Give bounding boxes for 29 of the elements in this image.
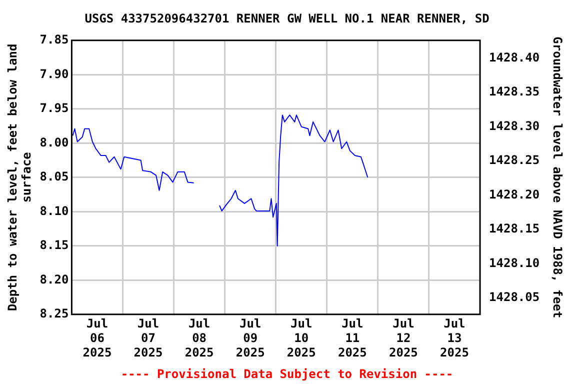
y2-axis-title: Groundwater level above NAVD 1988, feet — [550, 36, 565, 318]
y-tick-label: 8.00 — [40, 135, 69, 150]
x-tick-label: Jul 10 2025 — [286, 316, 316, 360]
y-tick-label: 7.90 — [40, 66, 69, 81]
x-tick-label: Jul 07 2025 — [134, 316, 163, 360]
y-tick-label: 8.15 — [40, 238, 69, 252]
y-tick-label: 8.20 — [40, 272, 69, 286]
y2-tick-label: 1428.40 — [489, 50, 540, 64]
x-tick-label: Jul 11 2025 — [338, 316, 367, 360]
x-tick-label: Jul 13 2025 — [440, 316, 469, 360]
chart-title: USGS 433752096432701 RENNER GW WELL NO.1 NEAR RENNER, SD — [84, 11, 490, 26]
y-tick-label: 8.10 — [40, 204, 69, 218]
text: ---- Provisional Data Subject to Revision ---- — [120, 366, 454, 381]
y2-tick-label: 1428.30 — [489, 118, 540, 133]
y-tick-label: 8.25 — [40, 306, 69, 321]
y-tick-label: 8.05 — [40, 170, 69, 184]
y2-tick-label: 1428.15 — [489, 222, 540, 236]
y-tick-label: 7.95 — [40, 101, 69, 116]
y2-tick-label: 1428.35 — [489, 84, 540, 99]
y-axis-title: Depth to water level, feet below land surface — [5, 44, 34, 312]
x-tick-label: Jul 09 2025 — [236, 316, 265, 360]
x-tick-label: Jul 08 2025 — [184, 316, 214, 360]
x-tick-label: Jul 12 2025 — [389, 316, 418, 360]
y2-tick-label: 1428.10 — [489, 256, 540, 270]
y2-tick-label: 1428.25 — [489, 153, 540, 168]
y2-tick-label: 1428.20 — [489, 187, 540, 202]
y-tick-label: 7.85 — [40, 32, 69, 47]
y2-tick-label: 1428.05 — [489, 290, 540, 304]
x-tick-label: Jul 06 2025 — [82, 316, 112, 360]
